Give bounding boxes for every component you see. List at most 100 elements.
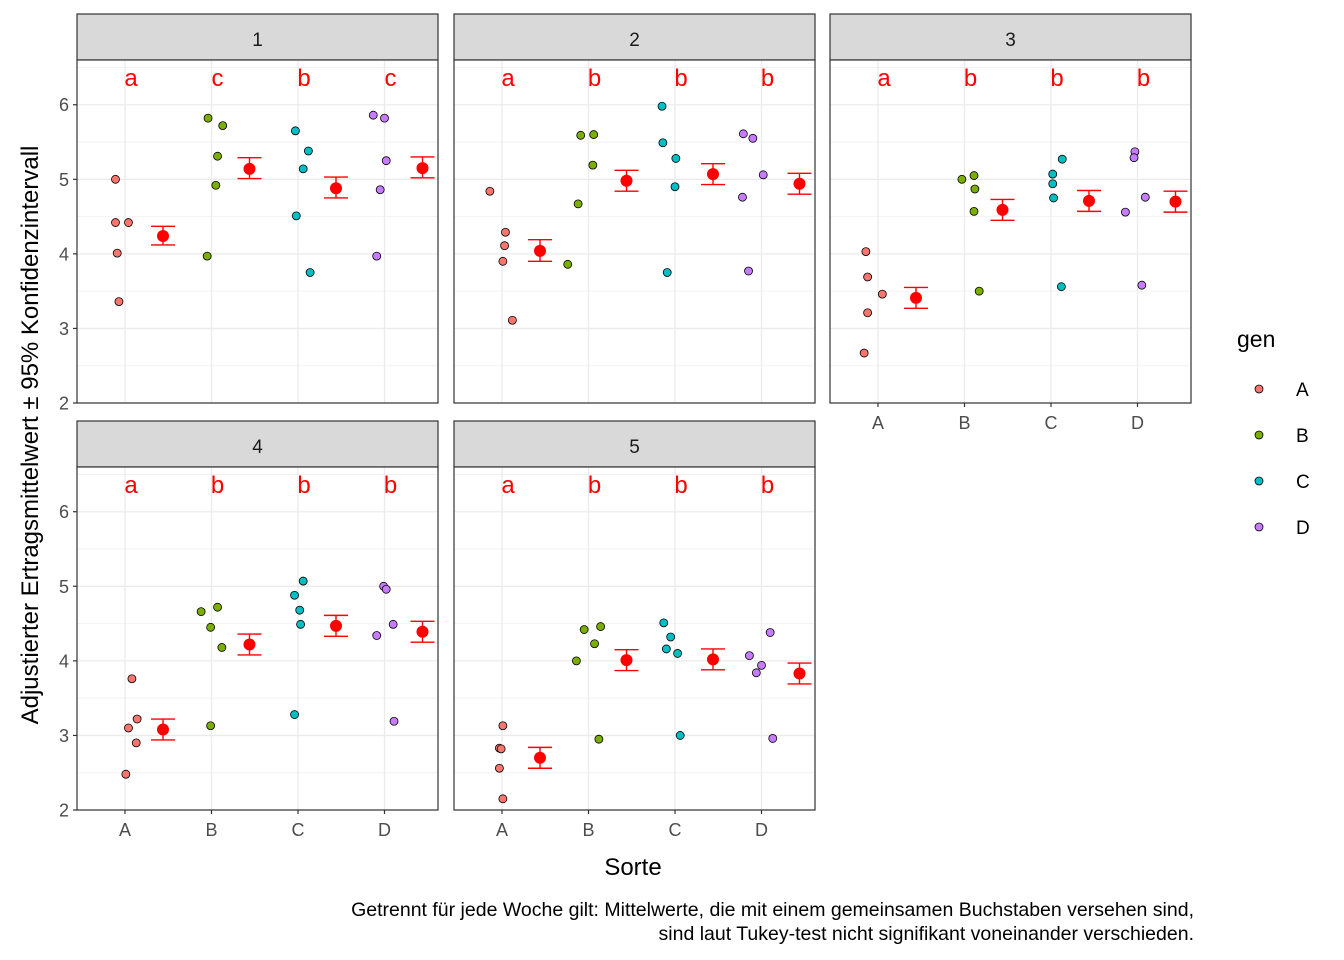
data-point-B	[213, 151, 222, 161]
panel-border	[76, 466, 439, 811]
data-point-A	[124, 218, 133, 227]
data-point-D	[388, 619, 398, 629]
data-point-A	[507, 315, 517, 325]
data-point-D	[768, 734, 778, 743]
data-point-C	[296, 619, 305, 629]
data-point-C	[305, 268, 315, 277]
x-tick-label: A	[119, 820, 131, 840]
panel-border	[76, 59, 439, 404]
tukey-letter: a	[124, 472, 138, 499]
tukey-letter: b	[761, 65, 774, 92]
data-point-D	[372, 251, 382, 261]
tukey-letter: b	[761, 472, 774, 499]
data-point-C	[662, 268, 672, 277]
y-tick-label: 6	[59, 95, 69, 115]
data-point-A	[863, 308, 873, 318]
x-tick-label: D	[755, 820, 768, 840]
data-point-C	[291, 126, 300, 136]
tukey-letter: b	[674, 65, 687, 92]
facet-strip-label: 3	[1005, 30, 1016, 51]
data-point-B	[589, 130, 599, 139]
x-axis-title: Sorte	[604, 854, 661, 881]
y-tick-label: 2	[59, 801, 69, 821]
legend-label-C: C	[1296, 472, 1310, 493]
legend: gen A B C D	[1237, 326, 1310, 539]
data-point-C	[1057, 154, 1067, 164]
data-point-D	[744, 651, 754, 661]
data-point-B	[590, 639, 599, 649]
data-point-D	[380, 113, 389, 123]
data-point-A	[859, 348, 869, 358]
mean-point	[330, 619, 342, 632]
data-point-A	[498, 721, 508, 731]
data-point-B	[579, 625, 589, 634]
y-tick-label: 3	[59, 726, 69, 746]
facet-panel-5: 5 a b b b A B C D	[453, 420, 816, 840]
data-point-D	[389, 716, 399, 726]
data-point-C	[659, 618, 669, 628]
data-point-B	[202, 251, 212, 261]
data-point-C	[303, 146, 313, 156]
data-point-D	[368, 110, 378, 120]
x-tick-label: B	[205, 820, 217, 840]
data-point-A	[861, 247, 871, 257]
tukey-letter: b	[384, 472, 397, 499]
facet-strip-label: 5	[629, 437, 640, 458]
chart-caption: Getrennt für jede Woche gilt: Mittelwert…	[351, 898, 1194, 946]
x-tick-label: C	[669, 820, 682, 840]
data-point-B	[969, 206, 979, 216]
facet-strip	[453, 13, 816, 61]
facet-panel-1: 1 a c b c 2 3 4 5 6	[59, 13, 439, 414]
data-point-A	[498, 794, 508, 804]
data-point-B	[196, 607, 206, 617]
panel-border	[453, 59, 816, 404]
data-point-B	[970, 184, 980, 194]
x-tick-label: C	[292, 820, 305, 840]
mean-point	[996, 203, 1009, 216]
data-point-B	[588, 160, 598, 170]
legend-key-D	[1254, 522, 1264, 532]
tukey-letter: b	[297, 65, 310, 92]
data-point-C	[298, 576, 308, 586]
mean-point	[1083, 194, 1095, 207]
data-point-A	[127, 674, 137, 684]
data-point-B	[596, 622, 606, 631]
data-point-C	[295, 605, 305, 615]
panel-background	[454, 467, 815, 810]
legend-key-A	[1254, 384, 1264, 394]
mean-point	[534, 751, 546, 764]
data-point-C	[658, 138, 668, 148]
data-point-A	[863, 272, 873, 282]
data-point-D	[751, 668, 761, 678]
caption-line-1: Getrennt für jede Woche gilt: Mittelwert…	[351, 899, 1194, 921]
data-point-B	[573, 199, 583, 209]
data-point-A	[498, 256, 508, 266]
tukey-letter: b	[1137, 65, 1150, 92]
data-point-C	[666, 632, 676, 642]
facet-strip-label: 4	[252, 437, 263, 458]
data-point-B	[571, 656, 581, 666]
mean-point	[910, 291, 922, 304]
x-tick-label: D	[378, 820, 391, 840]
x-tick-label: A	[496, 820, 508, 840]
panel-border	[829, 59, 1192, 404]
data-point-A	[111, 218, 120, 227]
data-point-A	[501, 227, 510, 237]
y-tick-label: 6	[59, 502, 69, 522]
data-point-D	[372, 631, 382, 640]
y-tick-label: 5	[59, 170, 69, 190]
data-point-D	[381, 584, 391, 594]
legend-label-B: B	[1296, 426, 1309, 447]
x-tick-label: B	[958, 413, 970, 433]
legend-key-C	[1254, 476, 1264, 486]
y-tick-label: 4	[59, 244, 69, 264]
data-point-B	[213, 602, 222, 612]
y-tick-label: 4	[59, 651, 69, 671]
tukey-letter: a	[877, 65, 891, 92]
mean-point	[157, 229, 169, 242]
mean-point	[620, 174, 633, 187]
data-point-D	[1129, 153, 1139, 163]
data-point-D	[744, 266, 753, 276]
tukey-letter: b	[1050, 65, 1063, 92]
data-point-D	[758, 170, 768, 180]
